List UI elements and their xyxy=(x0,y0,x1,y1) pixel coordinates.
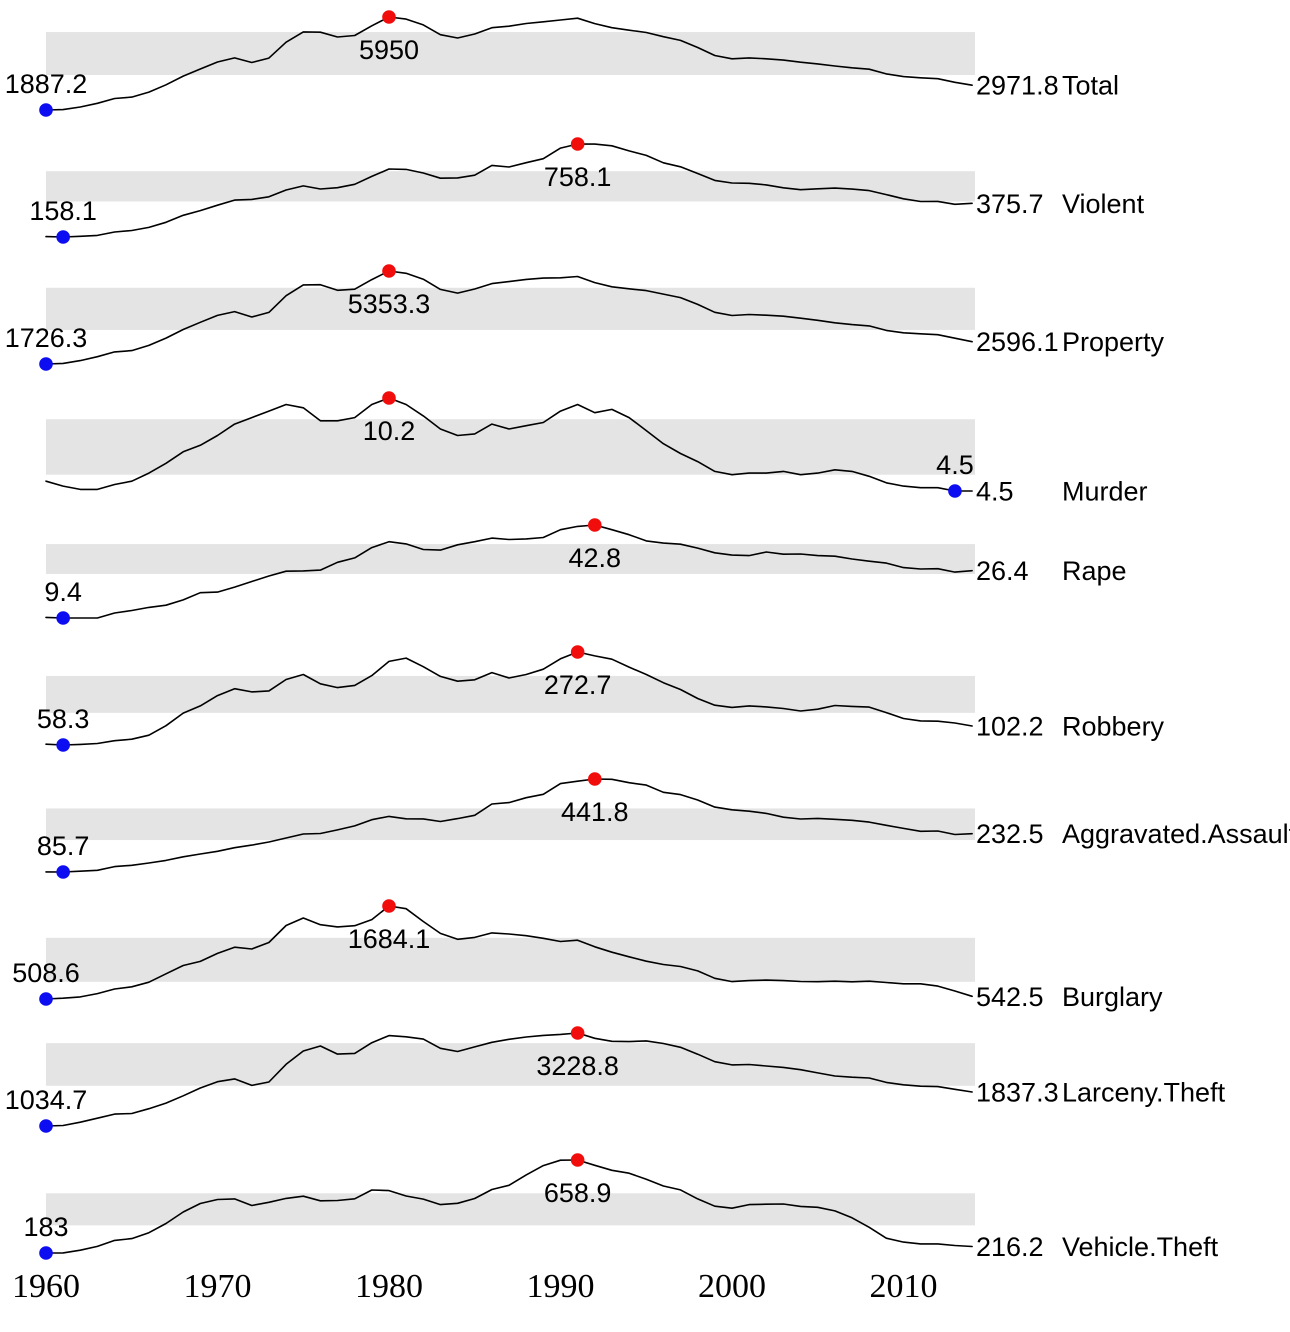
series-name-label: Property xyxy=(1062,327,1165,357)
end-value-label: 232.5 xyxy=(976,819,1044,849)
series-name-label: Violent xyxy=(1062,189,1145,219)
min-dot xyxy=(948,484,962,498)
peak-dot xyxy=(382,899,396,913)
series-name-label: Rape xyxy=(1062,556,1127,586)
sparkline xyxy=(45,1032,973,1127)
x-tick-label: 1980 xyxy=(355,1268,423,1305)
sparkline-row-larceny.theft: 1034.7 3228.8 1837.3 Larceny.Theft xyxy=(5,1026,1226,1133)
series-name-label: Murder xyxy=(1062,477,1148,507)
end-value-label: 216.2 xyxy=(976,1232,1044,1262)
peak-dot xyxy=(382,264,396,278)
peak-value-label: 658.9 xyxy=(544,1178,612,1208)
peak-dot xyxy=(570,137,585,151)
sparkline xyxy=(45,905,973,1000)
min-value-label: 158.1 xyxy=(29,196,97,226)
sparkline xyxy=(45,143,973,238)
series-name-label: Aggravated.Assault xyxy=(1062,819,1290,849)
sparkline-row-burglary: 508.6 1684.1 542.5 Burglary xyxy=(12,899,1163,1012)
min-value-label: 1887.2 xyxy=(5,69,88,99)
end-value-label: 1837.3 xyxy=(976,1077,1059,1107)
iqr-band xyxy=(46,544,975,575)
sparkline-row-murder: 4.5 10.2 4.5 Murder xyxy=(45,391,1148,507)
peak-value-label: 1684.1 xyxy=(348,924,431,954)
min-dot xyxy=(39,1119,53,1133)
sparkline xyxy=(45,778,973,873)
iqr-band xyxy=(46,675,975,713)
end-value-label: 102.2 xyxy=(976,711,1044,741)
iqr-band xyxy=(46,1043,975,1086)
peak-dot xyxy=(570,1026,585,1040)
x-tick-label: 1990 xyxy=(527,1268,595,1305)
min-dot xyxy=(39,357,53,371)
min-value-label: 9.4 xyxy=(44,577,82,607)
peak-value-label: 3228.8 xyxy=(536,1051,619,1081)
peak-value-label: 441.8 xyxy=(561,797,629,827)
end-value-label: 4.5 xyxy=(976,477,1014,507)
min-dot xyxy=(56,230,70,244)
iqr-band xyxy=(46,32,975,75)
series-name-label: Vehicle.Theft xyxy=(1062,1232,1219,1262)
sparkline xyxy=(45,1159,973,1254)
peak-value-label: 5950 xyxy=(359,35,419,65)
sparkline-row-rape: 9.4 42.8 26.4 Rape xyxy=(44,518,1127,625)
series-name-label: Larceny.Theft xyxy=(1062,1077,1226,1107)
peak-dot xyxy=(588,518,602,532)
sparkline-row-vehicle.theft: 183 658.9 216.2 Vehicle.Theft xyxy=(23,1153,1219,1262)
series-name-label: Burglary xyxy=(1062,982,1163,1012)
min-value-label: 4.5 xyxy=(936,450,974,480)
x-tick-label: 1970 xyxy=(184,1268,252,1305)
peak-dot xyxy=(570,1153,585,1167)
x-tick-label: 2000 xyxy=(698,1268,766,1305)
end-value-label: 375.7 xyxy=(976,189,1044,219)
peak-dot xyxy=(570,645,585,659)
peak-value-label: 758.1 xyxy=(544,162,612,192)
min-dot xyxy=(56,865,70,879)
x-tick-label: 1960 xyxy=(12,1268,80,1305)
peak-value-label: 42.8 xyxy=(569,543,622,573)
end-value-label: 2596.1 xyxy=(976,327,1059,357)
min-value-label: 183 xyxy=(23,1212,68,1242)
iqr-band xyxy=(46,937,975,982)
sparkline xyxy=(45,524,973,619)
peak-dot xyxy=(588,772,602,786)
iqr-band xyxy=(46,808,975,841)
sparkline-row-property: 1726.3 5353.3 2596.1 Property xyxy=(5,264,1165,371)
min-dot xyxy=(56,738,70,752)
min-dot xyxy=(39,1246,53,1260)
peak-value-label: 5353.3 xyxy=(348,289,431,319)
min-value-label: 508.6 xyxy=(12,958,80,988)
x-axis: 1960 1970 1980 1990 2000 2010 xyxy=(12,1268,938,1305)
min-dot xyxy=(39,103,53,117)
min-value-label: 85.7 xyxy=(37,831,90,861)
end-value-label: 542.5 xyxy=(976,982,1044,1012)
sparkline-row-total: 1887.2 5950 2971.8 Total xyxy=(5,10,1119,117)
sparkline xyxy=(45,270,973,365)
min-value-label: 1034.7 xyxy=(5,1085,88,1115)
sparkline xyxy=(45,651,973,746)
peak-dot xyxy=(382,391,396,405)
peak-dot xyxy=(382,10,396,24)
min-value-label: 58.3 xyxy=(37,704,90,734)
min-value-label: 1726.3 xyxy=(5,323,88,353)
peak-value-label: 272.7 xyxy=(544,670,612,700)
sparkline-row-aggravated.assault: 85.7 441.8 232.5 Aggravated.Assault xyxy=(37,772,1290,879)
iqr-band xyxy=(46,419,975,475)
min-dot xyxy=(39,992,53,1006)
peak-value-label: 10.2 xyxy=(363,416,416,446)
x-tick-label: 2010 xyxy=(870,1268,938,1305)
iqr-band xyxy=(46,1193,975,1226)
sparkline-row-violent: 158.1 758.1 375.7 Violent xyxy=(29,137,1145,244)
end-value-label: 2971.8 xyxy=(976,71,1059,101)
sparkline xyxy=(45,16,973,111)
min-dot xyxy=(56,611,70,625)
series-name-label: Total xyxy=(1062,71,1119,101)
sparkline xyxy=(45,397,973,492)
sparkline-row-robbery: 58.3 272.7 102.2 Robbery xyxy=(37,645,1165,752)
series-name-label: Robbery xyxy=(1062,711,1165,741)
end-value-label: 26.4 xyxy=(976,556,1029,586)
iqr-band xyxy=(46,171,975,202)
